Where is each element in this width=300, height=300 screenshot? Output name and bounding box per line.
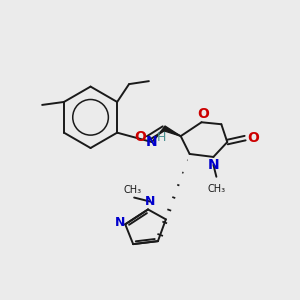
Text: N: N [145,195,155,208]
Text: H: H [157,130,167,144]
Text: N: N [115,216,125,229]
Text: CH₃: CH₃ [207,184,225,194]
Text: CH₃: CH₃ [123,184,141,195]
Text: O: O [198,107,209,121]
Text: N: N [208,158,219,172]
Text: O: O [247,131,259,145]
Text: N: N [146,135,158,149]
Text: O: O [134,130,146,144]
Polygon shape [163,126,181,136]
